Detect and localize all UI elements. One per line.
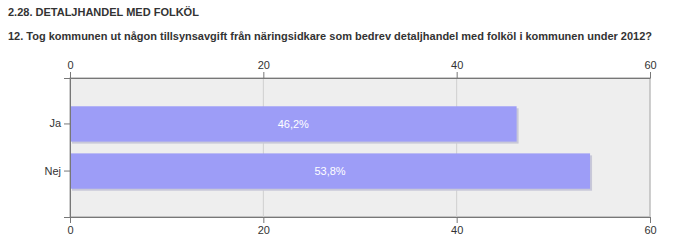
tick-mark [64, 171, 70, 172]
tick: 60 [644, 59, 656, 78]
tick: 20 [258, 217, 270, 236]
x-axis-bottom: 0 20 40 60 [67, 217, 656, 236]
x-axis-top: 0 20 40 60 [67, 59, 656, 79]
data-label: 46,2% [278, 118, 309, 130]
tick-label: 0 [67, 59, 73, 71]
tick-label: 60 [644, 224, 656, 236]
tick-label: Nej [44, 165, 61, 177]
tick-mark [457, 72, 458, 78]
tick-label: 40 [451, 59, 463, 71]
grid-line [263, 78, 264, 217]
tick-label: 20 [258, 224, 270, 236]
chart: 2.28. DETALJHANDEL MED FOLKÖL 12. Tog kom… [0, 0, 681, 248]
subtitle: 12. Tog kommunen ut någon tillsynsavgift… [8, 30, 652, 42]
tick: 40 [451, 217, 463, 236]
tick-label: Ja [49, 117, 62, 129]
tick: 40 [451, 59, 463, 78]
plot-background [70, 78, 650, 217]
tick-mark [650, 217, 651, 223]
tick-label: 40 [451, 224, 463, 236]
tick: Ja [49, 117, 70, 129]
data-label: 53,8% [314, 165, 345, 177]
title: 2.28. DETALJHANDEL MED FOLKÖL [8, 6, 199, 18]
tick-mark [70, 72, 71, 78]
axis-line [64, 79, 71, 218]
tick: 0 [67, 59, 73, 78]
tick-mark [263, 72, 264, 78]
tick-label: 20 [258, 59, 270, 71]
grid-line [456, 78, 457, 217]
tick-label: 0 [67, 224, 73, 236]
grid-line [650, 78, 651, 217]
tick: 20 [258, 59, 270, 78]
tick-mark [64, 123, 70, 124]
bar [70, 153, 590, 188]
bar [70, 106, 517, 141]
tick: Nej [44, 165, 70, 177]
axis-line [71, 217, 651, 218]
tick: 0 [67, 217, 73, 236]
tick: 60 [644, 217, 656, 236]
tick-mark [457, 217, 458, 223]
bars [70, 106, 592, 190]
tick-mark [263, 217, 264, 223]
grid [70, 78, 650, 217]
axis-line [71, 78, 651, 79]
tick-mark [650, 72, 651, 78]
data-labels: 46,2% 53,8% [278, 118, 346, 177]
tick-label: 60 [644, 59, 656, 71]
y-axis: Ja Nej [44, 79, 70, 218]
